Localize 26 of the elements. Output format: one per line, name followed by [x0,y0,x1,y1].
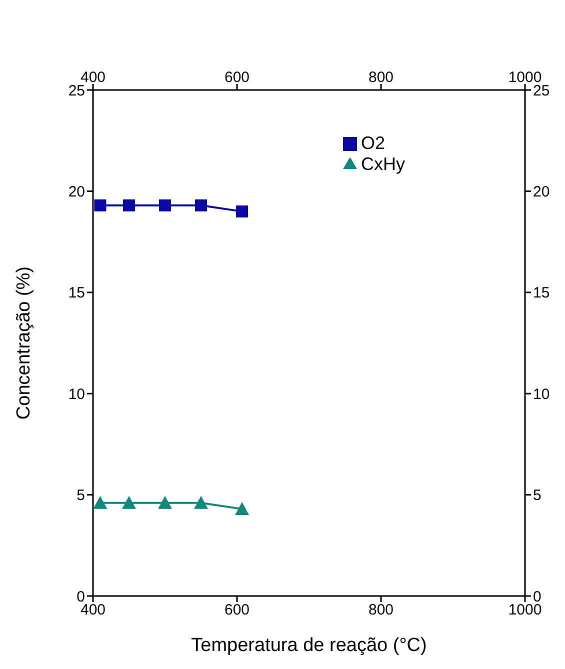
y-tick-label: 5 [76,487,85,504]
point [194,496,208,509]
legend-label: CxHy [361,154,405,174]
point [94,199,106,212]
x2-tick-label: 600 [224,602,250,619]
x-axis-title: Temperatura de reação (°C) [191,635,427,656]
x-tick-label: 600 [224,69,250,86]
y2-tick-label: 20 [533,184,550,201]
point [158,496,172,509]
point [122,496,136,509]
y-tick-label: 10 [68,386,85,403]
y2-tick-label: 15 [533,284,550,302]
y-tick-label: 15 [68,284,85,302]
point [195,199,207,212]
point [235,502,250,515]
y-axis-title: Concentração (%) [14,266,35,420]
point [93,496,108,509]
x2-tick-label: 800 [368,602,394,619]
legend-label: O2 [361,133,386,153]
y-tick-label: 20 [68,184,85,201]
y2-tick-label: 10 [533,386,550,403]
point [236,205,248,218]
y2-tick-label: 5 [533,487,542,504]
point [159,199,171,212]
point [123,199,135,212]
x-tick-label: 800 [368,69,394,86]
